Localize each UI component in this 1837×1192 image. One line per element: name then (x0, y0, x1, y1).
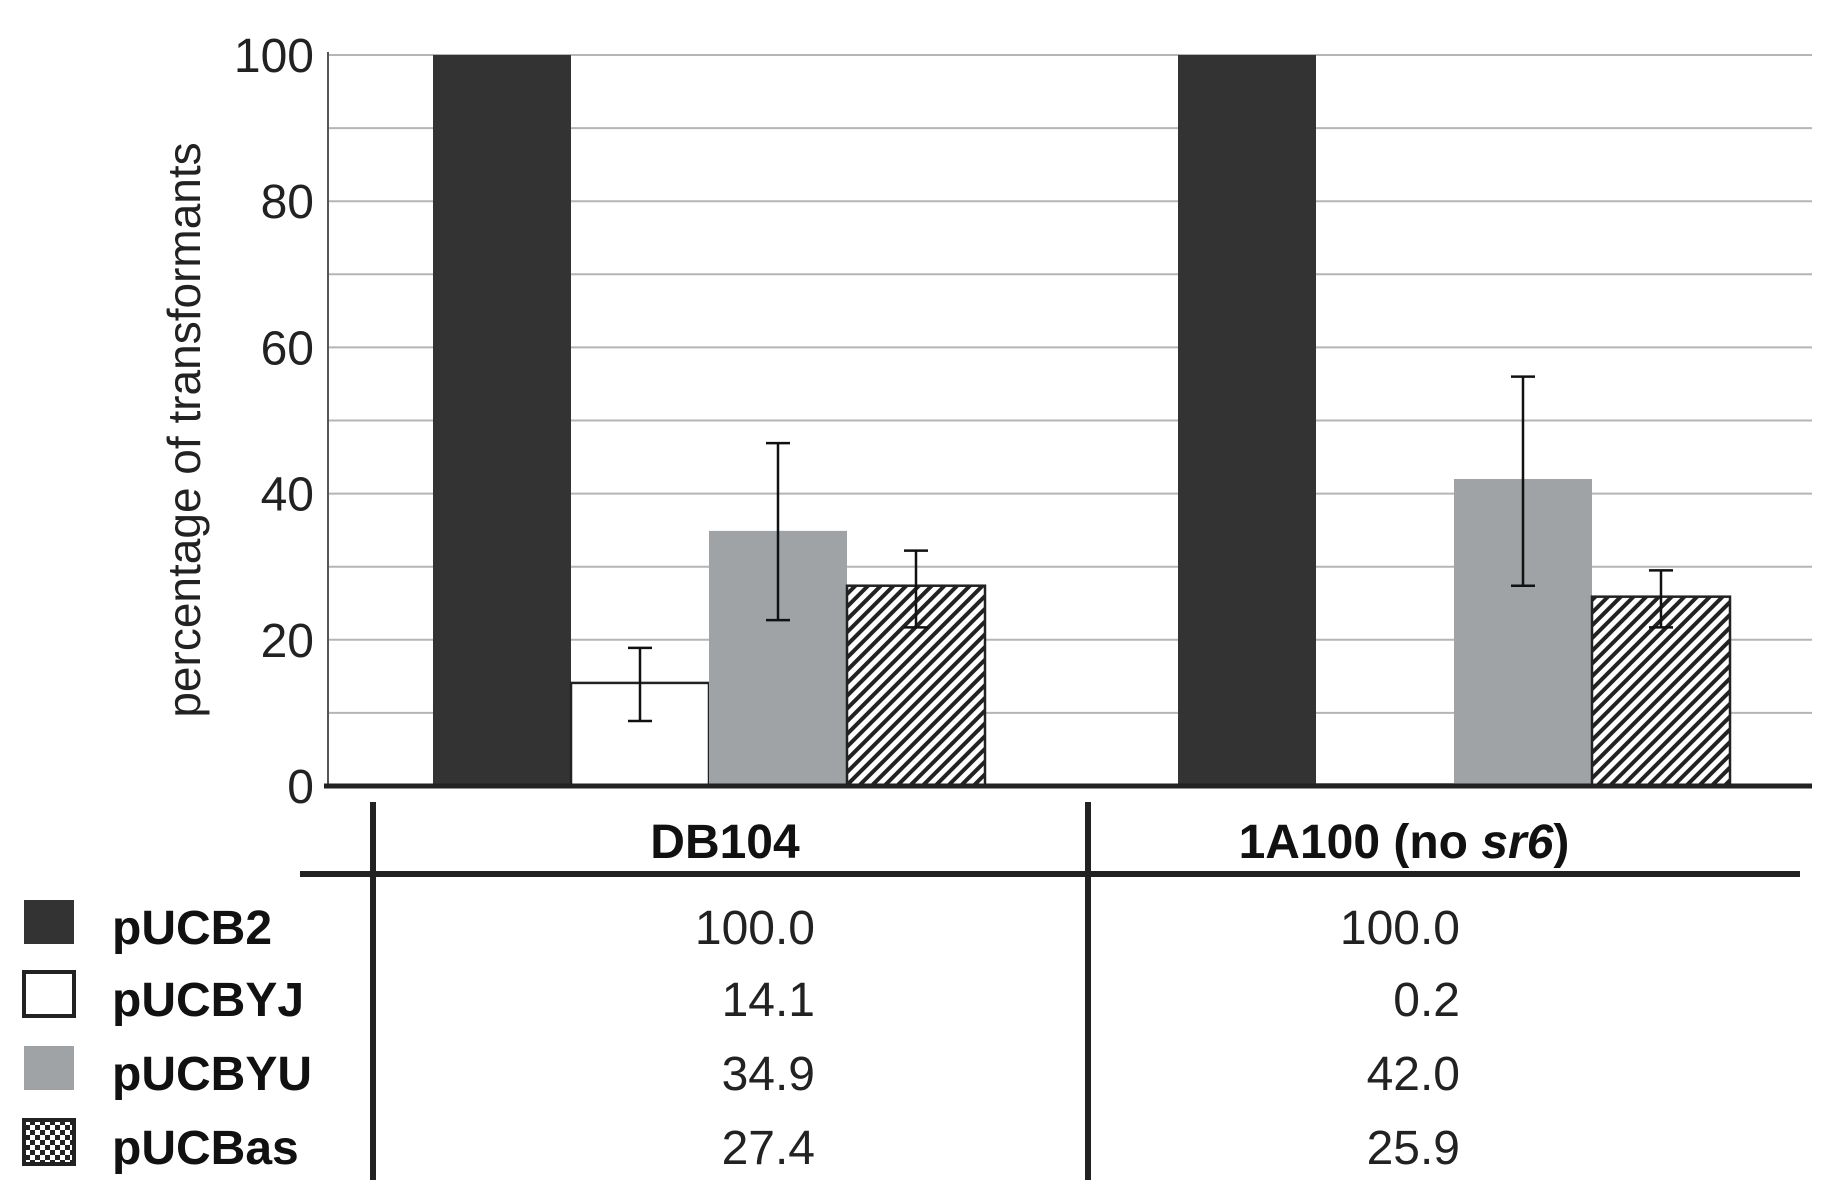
data-table: DB104 1A100 (no sr6) pUCB2 100.0 100.0pUCB… (22, 802, 1800, 1180)
legend-swatch (24, 1046, 74, 1090)
legend-rows: pUCB2 100.0 100.0 pUCBYJ 14.1 0.2 pUCBYU 34.9 42… (22, 900, 1460, 1175)
legend-label: pUCBYJ (112, 974, 304, 1027)
legend-row-pucbyu: pUCBYU 34.9 42.0 (24, 1046, 1460, 1101)
error-bar (1511, 375, 1535, 587)
legend-swatch (22, 970, 76, 1018)
error-bar (904, 549, 928, 629)
legend-swatch (22, 1118, 76, 1166)
group-label-1a100: 1A100 (no sr6) (1239, 816, 1570, 869)
y-tick-labels: 0 20 40 60 80 100 (234, 30, 314, 814)
bar-pucb2-db104 (433, 55, 571, 786)
y-tick-label: 60 (261, 322, 314, 375)
error-bars (628, 375, 1673, 723)
legend-label: pUCBYU (112, 1048, 312, 1101)
group-label-db104: DB104 (650, 816, 800, 869)
legend-row-pucbas: pUCBas 27.4 25.9 (22, 1118, 1460, 1175)
table-cell-db104: 27.4 (722, 1122, 815, 1175)
legend-label: pUCBas (112, 1122, 299, 1175)
y-tick-label: 20 (261, 615, 314, 668)
y-tick-label: 100 (234, 30, 314, 83)
table-cell-1a100: 25.9 (1367, 1122, 1460, 1175)
bar-pucb2-1a100 (1178, 55, 1316, 786)
y-axis-label: percentage of transformants (158, 142, 210, 717)
y-tick-label: 0 (287, 761, 314, 814)
legend-swatch (24, 900, 74, 944)
error-bar (766, 441, 790, 622)
table-cell-db104: 34.9 (722, 1048, 815, 1101)
bars (433, 55, 1732, 788)
table-cell-1a100: 0.2 (1393, 974, 1460, 1027)
legend-row-pucbyj: pUCBYJ 14.1 0.2 (22, 970, 1460, 1027)
y-tick-label: 40 (261, 469, 314, 522)
y-tick-label: 80 (261, 176, 314, 229)
error-bar (628, 646, 652, 723)
table-cell-1a100: 42.0 (1367, 1048, 1460, 1101)
error-bar (1649, 569, 1673, 629)
table-cell-db104: 100.0 (695, 902, 815, 955)
table-cell-1a100: 100.0 (1340, 902, 1460, 955)
legend-row-pucb2: pUCB2 100.0 100.0 (24, 900, 1460, 955)
gridlines (328, 54, 1812, 714)
table-cell-db104: 14.1 (722, 974, 815, 1027)
legend-label: pUCB2 (112, 902, 272, 955)
